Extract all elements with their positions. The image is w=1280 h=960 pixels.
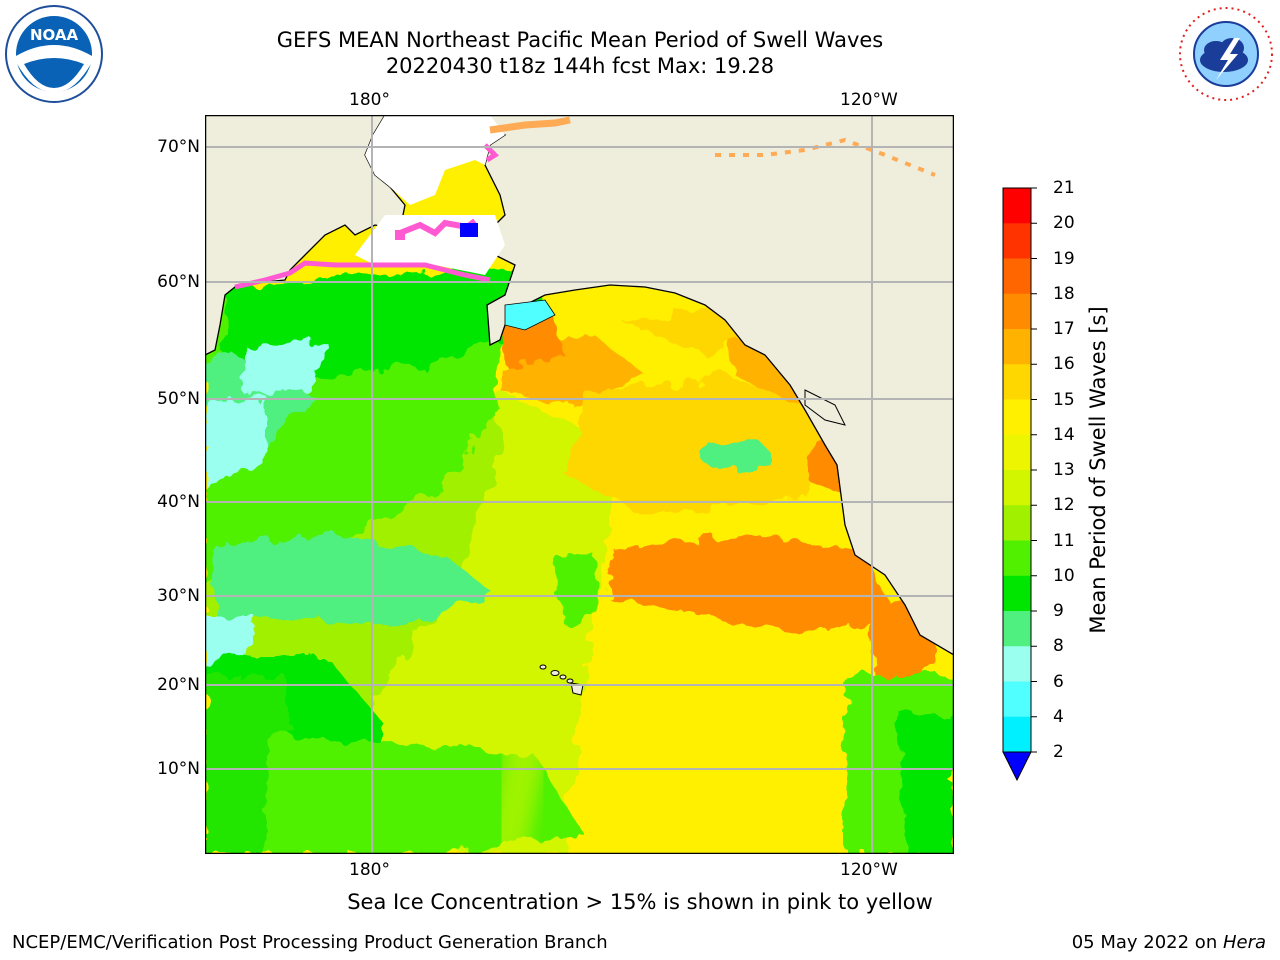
colorbar-segment — [1003, 188, 1031, 224]
sea-ice-note: Sea Ice Concentration > 15% is shown in … — [347, 890, 933, 914]
lon-label-bottom-180: 180° — [349, 860, 390, 880]
colorbar-tick-label: 17 — [1053, 319, 1075, 339]
chart-title: GEFS MEAN Northeast Pacific Mean Period … — [276, 28, 884, 52]
colorbar-tick-label: 10 — [1053, 565, 1075, 586]
colorbar-tick-label: 9 — [1053, 601, 1064, 621]
footer-date: 05 May 2022 on Hera — [1072, 932, 1266, 953]
colorbar-tick-label: 4 — [1053, 706, 1064, 727]
lat-label-10: 10°N — [157, 759, 200, 779]
colorbar-segment — [1003, 646, 1031, 682]
colorbar-segment — [1003, 329, 1031, 365]
colorbar-tick-label: 8 — [1053, 636, 1064, 657]
colorbar-tick-label: 2 — [1053, 742, 1064, 762]
lat-label-30: 30°N — [157, 586, 200, 606]
footer-machine: Hera — [1222, 932, 1266, 953]
colorbar-segment — [1003, 681, 1031, 718]
noaa-logo: NOAA — [5, 5, 103, 103]
footer-date-text: 05 May 2022 on — [1071, 932, 1223, 953]
colorbar-tick-label: 14 — [1053, 424, 1075, 445]
colorbar-segment — [1003, 223, 1031, 259]
colorbar-segment — [1003, 505, 1031, 541]
chart-subtitle: 20220430 t18z 144h fcst Max: 19.28 — [385, 54, 775, 78]
swell-period-map — [205, 115, 954, 854]
colorbar-segment — [1003, 364, 1031, 400]
graticule — [205, 115, 954, 854]
colorbar-segment — [1003, 293, 1031, 330]
colorbar-segment — [1003, 399, 1031, 436]
lat-label-50: 50°N — [157, 389, 200, 409]
colorbar-segment — [1003, 540, 1031, 577]
colorbar-title: Mean Period of Swell Waves [s] — [1086, 306, 1110, 634]
colorbar-segment — [1003, 575, 1031, 612]
colorbar-segment — [1003, 611, 1031, 647]
colorbar-tick-label: 16 — [1053, 354, 1075, 375]
lat-label-20: 20°N — [157, 675, 200, 695]
lon-label-bottom-120w: 120°W — [840, 860, 898, 880]
colorbar-tick-label: 6 — [1053, 671, 1064, 692]
noaa-logo-text: NOAA — [30, 26, 79, 44]
colorbar-segment — [1003, 716, 1031, 753]
colorbar — [1002, 187, 1037, 782]
lon-label-top-120w: 120°W — [840, 90, 898, 110]
lat-label-40: 40°N — [157, 492, 200, 512]
colorbar-tick-label: 13 — [1053, 460, 1075, 480]
nws-logo — [1178, 6, 1274, 102]
colorbar-segment — [1003, 470, 1031, 506]
colorbar-tick-label: 20 — [1053, 213, 1075, 234]
colorbar-segment — [1003, 258, 1031, 295]
colorbar-tick-label: 11 — [1053, 530, 1075, 551]
colorbar-segment — [1003, 434, 1031, 471]
colorbar-tick-label: 15 — [1053, 389, 1075, 410]
colorbar-tick-label: 21 — [1053, 178, 1075, 198]
lat-label-60: 60°N — [157, 272, 200, 292]
footer-producer: NCEP/EMC/Verification Post Processing Pr… — [12, 932, 608, 953]
lon-label-top-180: 180° — [349, 90, 390, 110]
lat-label-70: 70°N — [157, 137, 200, 157]
colorbar-tick-label: 18 — [1053, 283, 1075, 304]
colorbar-tick-label: 12 — [1053, 495, 1075, 516]
colorbar-tick-label: 19 — [1053, 248, 1075, 269]
